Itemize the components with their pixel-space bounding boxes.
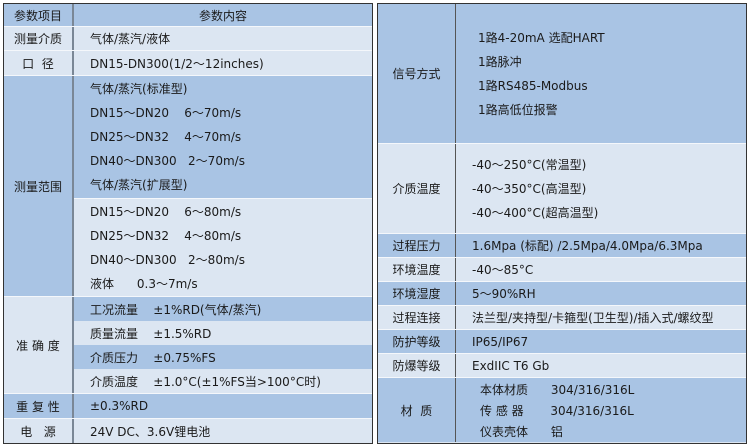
label: 材 质 [378, 378, 456, 442]
value-line: 液体 0.3～7m/s [90, 276, 198, 291]
value-line: 1路高低位报警 [478, 103, 558, 117]
value-line: DN40～DN300 2～80m/s [90, 252, 245, 267]
value-line: DN40～DN300 2～70m/s [90, 153, 245, 168]
value: -40～85°C [472, 263, 534, 277]
label: 信号方式 [378, 4, 456, 143]
value-line: 本体材质 304/316/316L [480, 382, 635, 397]
row-connection: 过程连接 法兰型/夹持型/卡箍型(卫生型)/插入式/螺纹型 [378, 306, 746, 330]
value-line: -40～400°C(超高温型) [472, 206, 599, 220]
row-power: 电 源 24V DC、3.6V锂电池 [4, 419, 372, 443]
value-line: DN25～DN32 4～80m/s [90, 228, 242, 243]
row-medium-temp: 介质温度 -40～250°C(常温型) -40～350°C(高温型) -40～4… [378, 144, 746, 234]
value: 气体/蒸汽/液体 [90, 32, 171, 46]
value: IP65/IP67 [472, 334, 529, 349]
value-line: DN15～DN20 6～80m/s [90, 204, 242, 219]
value-line: 质量流量 ±1.5%RD [74, 321, 372, 345]
label: 重 复 性 [4, 394, 74, 418]
row-humidity: 环境湿度 5～90%RH [378, 282, 746, 306]
value-line: 1路RS485-Modbus [478, 79, 588, 93]
value: 24V DC、3.6V锂电池 [90, 424, 211, 439]
left-spec-table: 参数项目 参数内容 测量介质 气体/蒸汽/液体 口 径 DN15-DN300(1… [3, 3, 373, 444]
label: 环境温度 [378, 258, 456, 281]
value-line: 工况流量 ±1%RD(气体/蒸汽) [74, 297, 372, 321]
label: 过程压力 [378, 234, 456, 257]
row-repeatability: 重 复 性 ±0.3%RD [4, 394, 372, 419]
row-signal: 信号方式 1路4-20mA 选配HART 1路脉冲 1路RS485-Modbus… [378, 4, 746, 144]
value: 法兰型/夹持型/卡箍型(卫生型)/插入式/螺纹型 [472, 311, 714, 325]
value: DN15-DN300(1/2～12inches) [90, 56, 264, 71]
row-accuracy: 准 确 度 工况流量 ±1%RD(气体/蒸汽) 质量流量 ±1.5%RD 介质压… [4, 297, 372, 394]
label: 电 源 [4, 419, 74, 443]
right-spec-table: 信号方式 1路4-20mA 选配HART 1路脉冲 1路RS485-Modbus… [377, 3, 747, 444]
value-line: -40～250°C(常温型) [472, 158, 587, 172]
row-medium: 测量介质 气体/蒸汽/液体 [4, 27, 372, 51]
value: ExdIIC T6 Gb [472, 358, 550, 373]
value-line: 传 感 器 304/316/316L [480, 403, 634, 418]
value-line: DN25～DN32 4～70m/s [90, 129, 242, 144]
value-line: 介质压力 ±0.75%FS [74, 345, 372, 369]
label: 口 径 [4, 51, 74, 75]
value-line: 仪表壳体 铝 [480, 424, 563, 439]
value-line: 1路4-20mA 选配HART [478, 31, 605, 45]
row-range: 测量范围 气体/蒸汽(标准型) DN15～DN20 6～70m/s DN25～D… [4, 76, 372, 297]
label: 防护等级 [378, 330, 456, 353]
row-protection: 防护等级 IP65/IP67 [378, 330, 746, 354]
label: 准 确 度 [4, 297, 74, 393]
label: 测量介质 [4, 27, 74, 50]
value-line: 气体/蒸汽(扩展型) [90, 177, 188, 192]
row-env-temp: 环境温度 -40～85°C [378, 258, 746, 282]
label: 环境湿度 [378, 282, 456, 305]
value-line: -40～350°C(高温型) [472, 182, 587, 196]
value-line: DN15～DN20 6～70m/s [90, 105, 242, 120]
label: 测量范围 [4, 76, 74, 296]
header-row: 参数项目 参数内容 [4, 4, 372, 27]
row-explosion: 防爆等级 ExdIIC T6 Gb [378, 354, 746, 378]
row-pressure: 过程压力 1.6Mpa (标配) /2.5Mpa/4.0Mpa/6.3Mpa [378, 234, 746, 258]
header-item: 参数项目 [4, 4, 74, 26]
value-line: 介质温度 ±1.0°C(±1%FS当>100°C时) [74, 369, 372, 393]
row-caliber: 口 径 DN15-DN300(1/2～12inches) [4, 51, 372, 76]
label: 防爆等级 [378, 354, 456, 377]
row-material: 材 质 本体材质 304/316/316L 传 感 器 304/316/316L… [378, 378, 746, 442]
header-content: 参数内容 [198, 8, 247, 23]
value: 1.6Mpa (标配) /2.5Mpa/4.0Mpa/6.3Mpa [472, 239, 703, 253]
value: 5～90%RH [472, 287, 536, 301]
label: 介质温度 [378, 144, 456, 233]
label: 过程连接 [378, 306, 456, 329]
value-line: 1路脉冲 [478, 55, 522, 69]
value-line: 气体/蒸汽(标准型) [90, 81, 188, 96]
value: ±0.3%RD [90, 399, 149, 413]
